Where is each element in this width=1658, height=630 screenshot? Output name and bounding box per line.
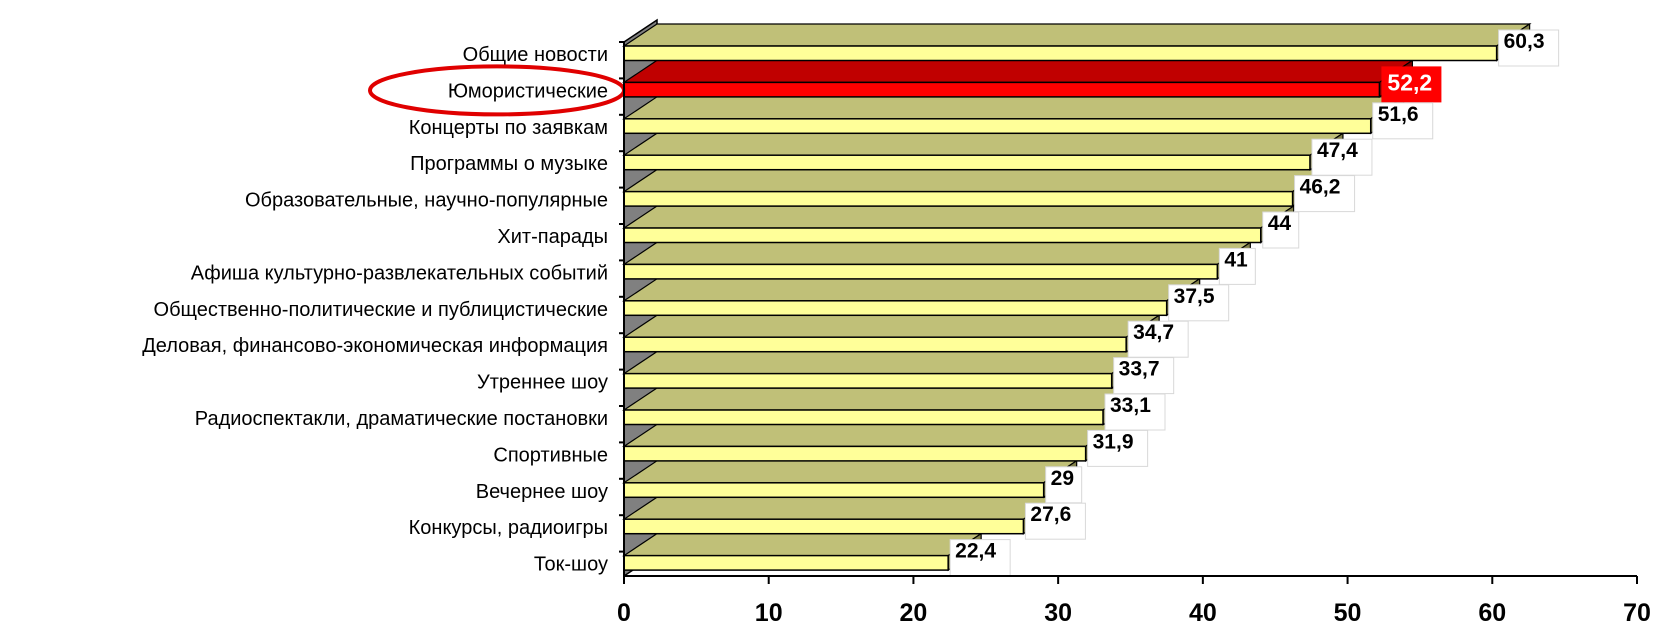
bar-8 [624, 279, 1200, 316]
bar-12 [624, 424, 1119, 461]
category-label: Юмористические [448, 80, 608, 102]
x-tick-label: 40 [1189, 599, 1217, 627]
bar-front-face [624, 446, 1086, 461]
category-label: Ток-шоу [534, 554, 608, 576]
x-tick-label: 50 [1334, 599, 1362, 627]
category-label: Образовательные, научно-популярные [245, 190, 608, 212]
bar-3 [624, 97, 1404, 134]
bar-front-face [624, 119, 1371, 134]
bar-5 [624, 170, 1326, 207]
bar-front-face [624, 337, 1126, 352]
bar-7 [624, 242, 1250, 279]
bar-top-face [624, 388, 1136, 410]
bar-11 [624, 388, 1136, 425]
bar-top-face [624, 497, 1056, 519]
bar-front-face [624, 301, 1167, 316]
value-label: 37,5 [1174, 285, 1215, 308]
bar-13 [624, 461, 1077, 498]
bar-front-face [624, 82, 1379, 97]
bar-top-face [624, 60, 1412, 82]
value-label: 31,9 [1093, 430, 1134, 453]
bar-front-face [624, 228, 1261, 243]
bar-top-face [624, 242, 1250, 264]
x-tick-label: 70 [1623, 599, 1651, 627]
value-label: 52,2 [1387, 69, 1432, 95]
bar-top-face [624, 461, 1077, 483]
value-label: 33,1 [1110, 394, 1151, 417]
bar-top-face [624, 24, 1530, 46]
category-label: Спортивные [493, 444, 608, 466]
category-label: Деловая, финансово-экономическая информа… [142, 335, 608, 357]
value-label: 33,7 [1119, 358, 1160, 381]
bar-top-face [624, 97, 1404, 119]
bar-front-face [624, 46, 1497, 61]
value-label: 44 [1268, 212, 1292, 235]
bar-front-face [624, 155, 1310, 170]
category-label: Утреннее шоу [477, 372, 608, 394]
bar-top-face [624, 170, 1326, 192]
value-label: 34,7 [1133, 321, 1174, 344]
bar-6 [624, 206, 1294, 243]
bar-top-face [624, 206, 1294, 228]
value-label: 29 [1051, 467, 1074, 490]
bar-2 [624, 60, 1412, 97]
value-label: 27,6 [1030, 503, 1071, 526]
bar-9 [624, 315, 1159, 352]
category-label: Афиша культурно-развлекательных событий [191, 262, 608, 284]
bar-1 [624, 24, 1530, 61]
value-label: 22,4 [955, 540, 996, 563]
category-label: Общие новости [463, 44, 608, 66]
bar-14 [624, 497, 1056, 534]
bar-front-face [624, 410, 1103, 425]
x-tick-label: 0 [617, 599, 631, 627]
category-label: Концерты по заявкам [409, 117, 608, 139]
bar-top-face [624, 279, 1200, 301]
bar-top-face [624, 315, 1159, 337]
x-tick-label: 20 [900, 599, 928, 627]
category-label: Радиоспектакли, драматические постановки [195, 408, 608, 430]
bar-15 [624, 534, 981, 571]
bar-top-face [624, 133, 1343, 155]
bar-front-face [624, 483, 1044, 498]
bar-front-face [624, 374, 1112, 389]
value-label: 41 [1224, 248, 1248, 271]
value-label: 51,6 [1378, 103, 1419, 126]
category-label: Конкурсы, радиоигры [409, 517, 608, 539]
value-label: 47,4 [1317, 139, 1358, 162]
category-label: Вечернее шоу [476, 481, 608, 503]
bar-top-face [624, 534, 981, 556]
x-tick-label: 30 [1044, 599, 1072, 627]
x-tick-label: 10 [755, 599, 783, 627]
category-label: Хит-парады [497, 226, 608, 248]
bar-front-face [624, 192, 1293, 207]
value-label: 60,3 [1504, 30, 1545, 53]
bar-10 [624, 352, 1145, 389]
bar-front-face [624, 519, 1023, 534]
bar-front-face [624, 556, 948, 571]
bar-front-face [624, 264, 1217, 279]
category-label: Общественно-политические и публицистичес… [154, 299, 608, 321]
bar-4 [624, 133, 1343, 170]
value-label: 46,2 [1300, 176, 1341, 199]
x-tick-label: 60 [1478, 599, 1506, 627]
bar-top-face [624, 352, 1145, 374]
bar-top-face [624, 424, 1119, 446]
category-label: Программы о музыке [410, 153, 608, 175]
